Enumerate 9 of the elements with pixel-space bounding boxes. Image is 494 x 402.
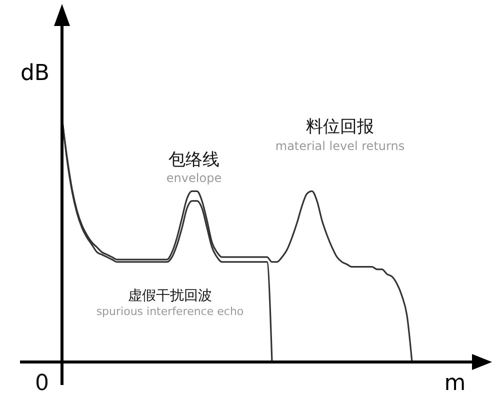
annotation: spurious interference echo: [96, 305, 244, 318]
text: 0: [35, 371, 49, 396]
annotation: 虚假干扰回波: [128, 288, 212, 304]
annotation: 包络线: [168, 150, 220, 170]
annotation: material level returns: [275, 139, 405, 153]
annotation: envelope: [166, 171, 222, 185]
y-axis-title: dB: [20, 61, 50, 86]
annotation: 料位回报: [306, 117, 374, 137]
x-axis-title: m: [444, 371, 466, 396]
